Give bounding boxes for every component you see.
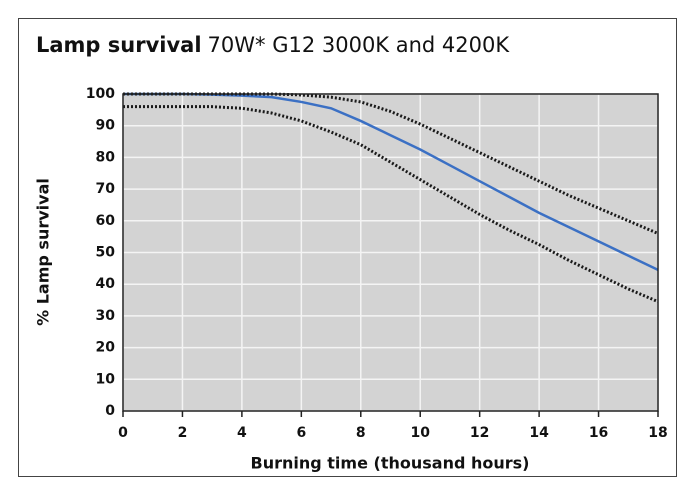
y-tick-label: 30 (96, 308, 116, 324)
x-axis-label: Burning time (thousand hours) (251, 454, 530, 473)
chart-title: Lamp survival (36, 33, 202, 57)
y-tick-label: 40 (96, 276, 116, 292)
x-tick-label: 18 (648, 425, 667, 441)
y-tick-label: 90 (96, 118, 116, 134)
x-tick-label: 16 (589, 425, 608, 441)
chart-subtitle: 70W* G12 3000K and 4200K (208, 33, 511, 57)
x-tick-label: 14 (529, 425, 549, 441)
x-tick-label: 6 (296, 425, 306, 441)
y-tick-label: 20 (96, 340, 116, 356)
chart-title-group: Lamp survival 70W* G12 3000K and 4200K (36, 33, 510, 57)
y-tick-label: 60 (96, 213, 116, 229)
y-tick-label: 70 (96, 181, 116, 197)
x-tick-label: 0 (118, 425, 128, 441)
y-tick-label: 80 (96, 149, 116, 165)
y-tick-label: 10 (96, 371, 116, 387)
y-tick-label: 50 (96, 245, 116, 261)
x-tick-label: 4 (237, 425, 247, 441)
x-tick-label: 10 (410, 425, 430, 441)
y-axis-label: % Lamp survival (34, 178, 53, 326)
x-tick-label: 8 (356, 425, 366, 441)
series-line (123, 105, 659, 304)
y-tick-label: 100 (86, 86, 115, 102)
x-tick-label: 2 (178, 425, 188, 441)
y-tick-label: 0 (105, 403, 115, 419)
x-tick-label: 12 (470, 425, 489, 441)
plot-border (122, 93, 659, 412)
